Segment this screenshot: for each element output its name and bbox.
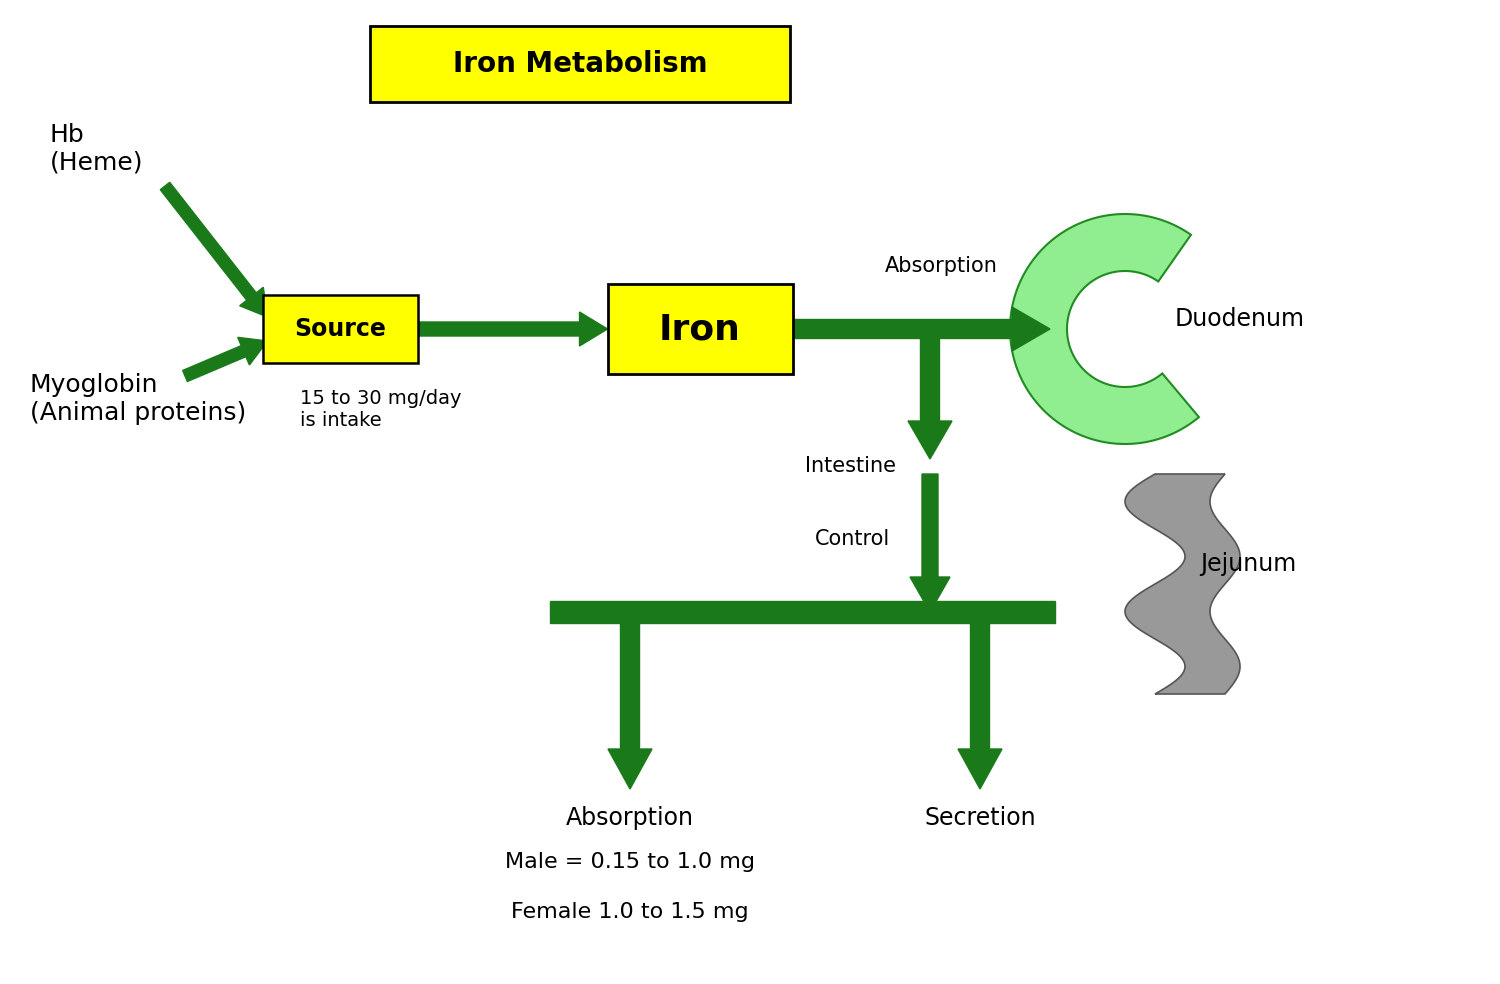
Text: Duodenum: Duodenum — [1174, 307, 1305, 331]
Text: Male = 0.15 to 1.0 mg: Male = 0.15 to 1.0 mg — [506, 852, 754, 872]
Text: Hb
(Heme): Hb (Heme) — [50, 123, 144, 175]
Polygon shape — [908, 329, 952, 459]
Polygon shape — [958, 623, 1002, 789]
Text: Iron: Iron — [658, 312, 741, 346]
Polygon shape — [183, 338, 267, 382]
Polygon shape — [792, 307, 1050, 351]
Text: Source: Source — [294, 317, 386, 341]
FancyBboxPatch shape — [370, 26, 790, 102]
FancyBboxPatch shape — [608, 284, 792, 374]
Text: Iron Metabolism: Iron Metabolism — [453, 50, 708, 78]
Text: Absorption: Absorption — [566, 806, 694, 830]
Text: Female 1.0 to 1.5 mg: Female 1.0 to 1.5 mg — [512, 902, 748, 922]
Bar — [550, 601, 1054, 623]
Polygon shape — [910, 474, 950, 612]
Text: Intestine: Intestine — [806, 456, 895, 476]
Text: Control: Control — [815, 529, 891, 549]
FancyBboxPatch shape — [262, 295, 417, 363]
Polygon shape — [160, 182, 267, 317]
Text: Jejunum: Jejunum — [1200, 552, 1296, 576]
Polygon shape — [417, 312, 608, 346]
Text: 15 to 30 mg/day
is intake: 15 to 30 mg/day is intake — [300, 389, 462, 430]
Polygon shape — [1010, 214, 1198, 444]
Text: Absorption: Absorption — [885, 256, 998, 276]
Text: Secretion: Secretion — [924, 806, 1036, 830]
Polygon shape — [1125, 474, 1240, 694]
Polygon shape — [608, 623, 652, 789]
Text: Myoglobin
(Animal proteins): Myoglobin (Animal proteins) — [30, 373, 246, 425]
